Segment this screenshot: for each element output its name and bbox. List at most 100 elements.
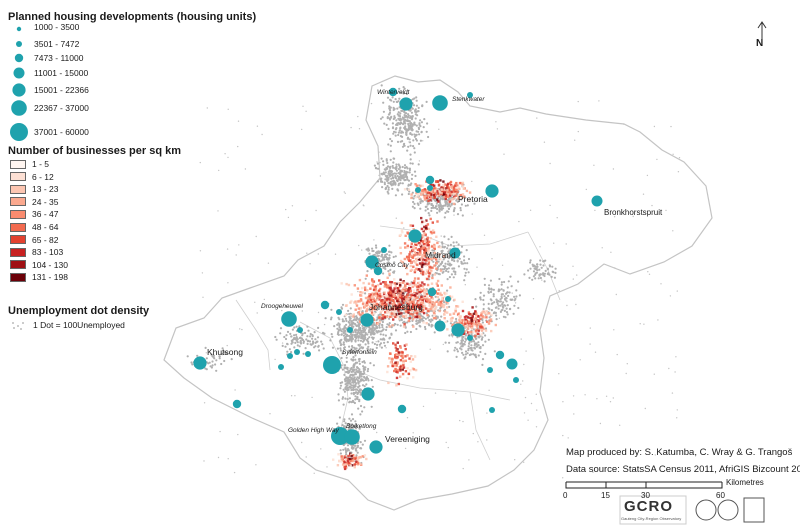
place-label-cosmo-city: Cosmo City	[375, 262, 409, 269]
business-legend-label: 6 - 12	[32, 171, 54, 182]
place-label-vereeniging: Vereeniging	[385, 434, 430, 444]
business-legend-label: 24 - 35	[32, 196, 59, 207]
place-label-midrand: Midrand	[425, 250, 456, 260]
housing-legend-item: 7473 - 11000	[34, 53, 83, 63]
housing-development-marker	[320, 300, 330, 310]
business-legend-item: 1 - 5	[10, 159, 49, 169]
housing-development-marker	[432, 95, 448, 111]
business-legend-item: 65 - 82	[10, 235, 58, 245]
housing-legend-label: 1000 - 3500	[34, 22, 80, 32]
scale-tick-label: 15	[601, 491, 610, 500]
business-legend-swatch	[10, 197, 26, 207]
place-label-syferfontein: Syferfontein	[342, 349, 377, 356]
business-legend-label: 131 - 198	[32, 272, 68, 283]
housing-development-marker	[361, 387, 375, 401]
housing-legend-label: 15001 - 22366	[34, 85, 89, 95]
housing-legend-symbol	[11, 100, 27, 116]
north-label: N	[756, 38, 764, 49]
scale-tick-label: 30	[641, 491, 650, 500]
place-label-pretoria: Pretoria	[458, 194, 488, 204]
place-label-boiketlong: Boiketlong	[346, 423, 377, 430]
business-legend-item: 24 - 35	[10, 197, 58, 207]
unemployment-legend-label: 1 Dot = 100Unemployed	[33, 320, 125, 330]
housing-development-marker	[381, 247, 387, 253]
business-legend-item: 83 - 103	[10, 247, 63, 257]
housing-development-marker	[487, 367, 493, 373]
housing-development-marker	[489, 407, 495, 413]
place-label-stenkwater: Stenkwater	[452, 96, 485, 103]
housing-development-marker	[399, 97, 413, 111]
housing-legend-label: 11001 - 15000	[34, 68, 89, 78]
place-label-johannesburg: Johannesburg	[369, 302, 423, 312]
place-label-khutsong: Khutsong	[207, 347, 243, 357]
business-legend-swatch	[10, 247, 26, 257]
business-legend-item: 104 - 130	[10, 260, 68, 270]
housing-legend-item: 11001 - 15000	[34, 68, 88, 78]
housing-development-marker	[287, 353, 293, 359]
housing-development-marker	[281, 311, 297, 327]
housing-development-marker	[467, 92, 473, 98]
housing-development-marker	[451, 323, 465, 337]
credit-data-source: Data source: StatsSA Census 2011, AfriGI…	[566, 464, 800, 475]
business-legend-swatch	[10, 235, 26, 245]
housing-development-marker	[360, 313, 374, 327]
partner-seals	[695, 497, 765, 523]
housing-development-marker	[397, 404, 407, 414]
place-label-bronkhorstspruit: Bronkhorstspruit	[604, 208, 663, 217]
housing-legend-title: Planned housing developments (housing un…	[8, 11, 257, 23]
scale-tick-label: 60	[716, 491, 725, 500]
business-legend-label: 1 - 5	[32, 159, 50, 169]
housing-legend-item: 3501 - 7472	[34, 39, 79, 49]
housing-development-marker	[415, 187, 421, 193]
housing-development-marker	[344, 429, 360, 445]
business-legend-label: 13 - 23	[32, 184, 59, 195]
housing-development-marker	[513, 377, 519, 383]
business-legend-label: 104 - 130	[32, 259, 68, 270]
housing-legend-symbol	[16, 26, 22, 32]
housing-development-marker	[427, 185, 433, 191]
municipal-boundaries	[235, 225, 561, 461]
credit-produced-by: Map produced by: S. Katumba, C. Wray & G…	[566, 447, 793, 458]
housing-development-marker	[331, 427, 349, 445]
business-legend-swatch	[10, 184, 26, 194]
housing-development-marker	[193, 356, 207, 370]
housing-development-marker	[506, 358, 518, 370]
business-legend-swatch	[10, 209, 26, 219]
place-label-golden-high-way: Golden High Way	[288, 427, 339, 434]
business-legend-swatch	[10, 159, 26, 169]
unemployment-legend-title: Unemployment dot density	[8, 305, 150, 317]
housing-development-marker	[591, 195, 603, 207]
housing-legend-symbol	[13, 67, 25, 79]
housing-circles	[193, 87, 603, 454]
business-legend-title: Number of businesses per sq km	[8, 145, 181, 157]
business-legend-swatch	[10, 272, 26, 282]
housing-development-marker	[485, 184, 499, 198]
business-legend-label: 83 - 103	[32, 247, 64, 258]
housing-legend-label: 3501 - 7472	[34, 39, 80, 49]
housing-development-marker	[232, 399, 242, 409]
housing-development-marker	[495, 350, 505, 360]
gcro-logo-subtitle: Gauteng City-Region Observatory	[621, 516, 682, 521]
business-legend-label: 65 - 82	[32, 234, 59, 245]
housing-development-marker	[278, 364, 284, 370]
business-legend-item: 36 - 47	[10, 209, 58, 219]
housing-development-marker	[305, 351, 311, 357]
scale-tick-label: 0	[563, 491, 568, 500]
housing-development-marker	[297, 327, 303, 333]
housing-development-marker	[365, 255, 379, 269]
housing-development-marker	[449, 247, 461, 259]
unemployment-legend-item: 1 Dot = 100Unemployed	[33, 320, 125, 330]
housing-legend-symbol	[16, 41, 22, 47]
business-legend-label: 36 - 47	[32, 209, 59, 220]
place-label-winterveldt: Winterveldt	[377, 89, 410, 96]
housing-legend-label: 22367 - 37000	[34, 103, 89, 113]
housing-legend-symbols	[10, 26, 28, 141]
business-legend-swatch	[10, 260, 26, 270]
business-legend-swatch	[10, 222, 26, 232]
business-legend-item: 48 - 64	[10, 222, 58, 232]
gcro-logo-text: GCRO	[624, 498, 673, 515]
housing-development-marker	[467, 335, 473, 341]
scale-bar	[565, 481, 723, 489]
housing-legend-label: 7473 - 11000	[34, 53, 84, 63]
scale-unit-label: Kilometres	[726, 478, 764, 487]
